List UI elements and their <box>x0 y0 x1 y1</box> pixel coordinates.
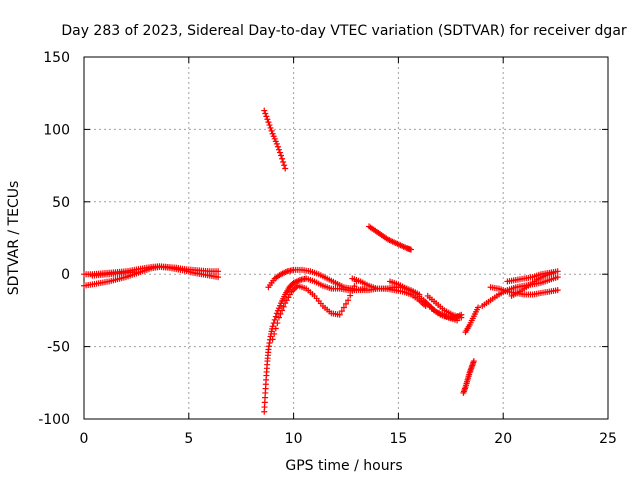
series-arc15 <box>479 274 561 310</box>
series-arc4 <box>261 107 289 172</box>
y-tick-label: -100 <box>38 412 70 428</box>
tick-labels: 0 5 10 15 20 25 -100 -50 0 50 100 150 <box>38 50 617 447</box>
data-point <box>279 155 286 162</box>
data-point <box>276 149 283 156</box>
data-point <box>554 287 561 294</box>
series-arc9 <box>366 223 414 253</box>
data-point <box>470 358 477 365</box>
data-point <box>278 152 285 159</box>
data-point <box>338 308 345 315</box>
series-arc12 <box>424 292 465 321</box>
x-tick-label: 10 <box>285 431 303 447</box>
plot-frame <box>83 56 609 420</box>
data-point <box>340 304 347 311</box>
data-point <box>265 119 272 126</box>
data-point <box>275 314 282 321</box>
axis-ticks <box>83 56 609 420</box>
data-point <box>215 274 222 281</box>
series-arc13 <box>460 358 477 396</box>
data-point <box>271 330 278 337</box>
series-arc18 <box>508 269 557 299</box>
data-point <box>343 300 349 307</box>
data-point <box>554 274 561 281</box>
data-point <box>262 110 269 117</box>
data-point <box>550 269 557 276</box>
data-point <box>261 107 268 114</box>
data-point <box>264 116 271 123</box>
y-tick-label: 0 <box>61 267 70 283</box>
data-point <box>215 268 222 275</box>
data-point <box>269 336 276 343</box>
y-tick-label: 100 <box>43 122 70 138</box>
x-tick-label: 20 <box>494 431 512 447</box>
data-point <box>336 311 343 318</box>
data-point <box>268 127 275 134</box>
y-tick-label: 150 <box>43 50 70 66</box>
x-tick-label: 25 <box>599 431 617 447</box>
data-point <box>279 307 286 314</box>
data-point <box>269 323 276 330</box>
data-point <box>280 303 287 310</box>
data-point <box>271 316 278 323</box>
data-point <box>275 146 282 153</box>
data-point <box>347 292 354 299</box>
data-point <box>345 297 352 304</box>
series-arc2 <box>81 263 222 289</box>
data-point <box>273 140 280 147</box>
data-point <box>282 165 289 172</box>
series-arc5 <box>261 275 368 415</box>
y-tick-label: -50 <box>47 340 70 356</box>
data-point <box>274 143 281 150</box>
data-point <box>272 313 279 320</box>
chart-title: Day 283 of 2023, Sidereal Day-to-day VTE… <box>61 23 627 39</box>
x-tick-label: 0 <box>80 431 89 447</box>
data-point <box>263 113 270 120</box>
data-point <box>280 158 287 165</box>
data-points <box>81 107 561 415</box>
x-tick-label: 5 <box>184 431 193 447</box>
data-point <box>458 314 465 321</box>
series-arc14 <box>462 304 482 336</box>
x-tick-label: 15 <box>389 431 407 447</box>
data-point <box>131 269 138 276</box>
data-point <box>281 162 288 169</box>
data-point <box>267 124 274 131</box>
data-point <box>266 122 273 129</box>
data-point <box>407 246 414 253</box>
data-point <box>277 311 284 318</box>
data-point <box>554 268 561 275</box>
x-axis-label: GPS time / hours <box>285 458 402 474</box>
grid-lines <box>84 57 608 419</box>
series-arc3 <box>89 269 138 279</box>
y-axis-label: SDTVAR / TECUs <box>6 181 22 296</box>
data-point <box>274 320 281 327</box>
data-point <box>475 304 482 311</box>
y-tick-label: 50 <box>52 195 70 211</box>
data-point <box>272 325 279 332</box>
